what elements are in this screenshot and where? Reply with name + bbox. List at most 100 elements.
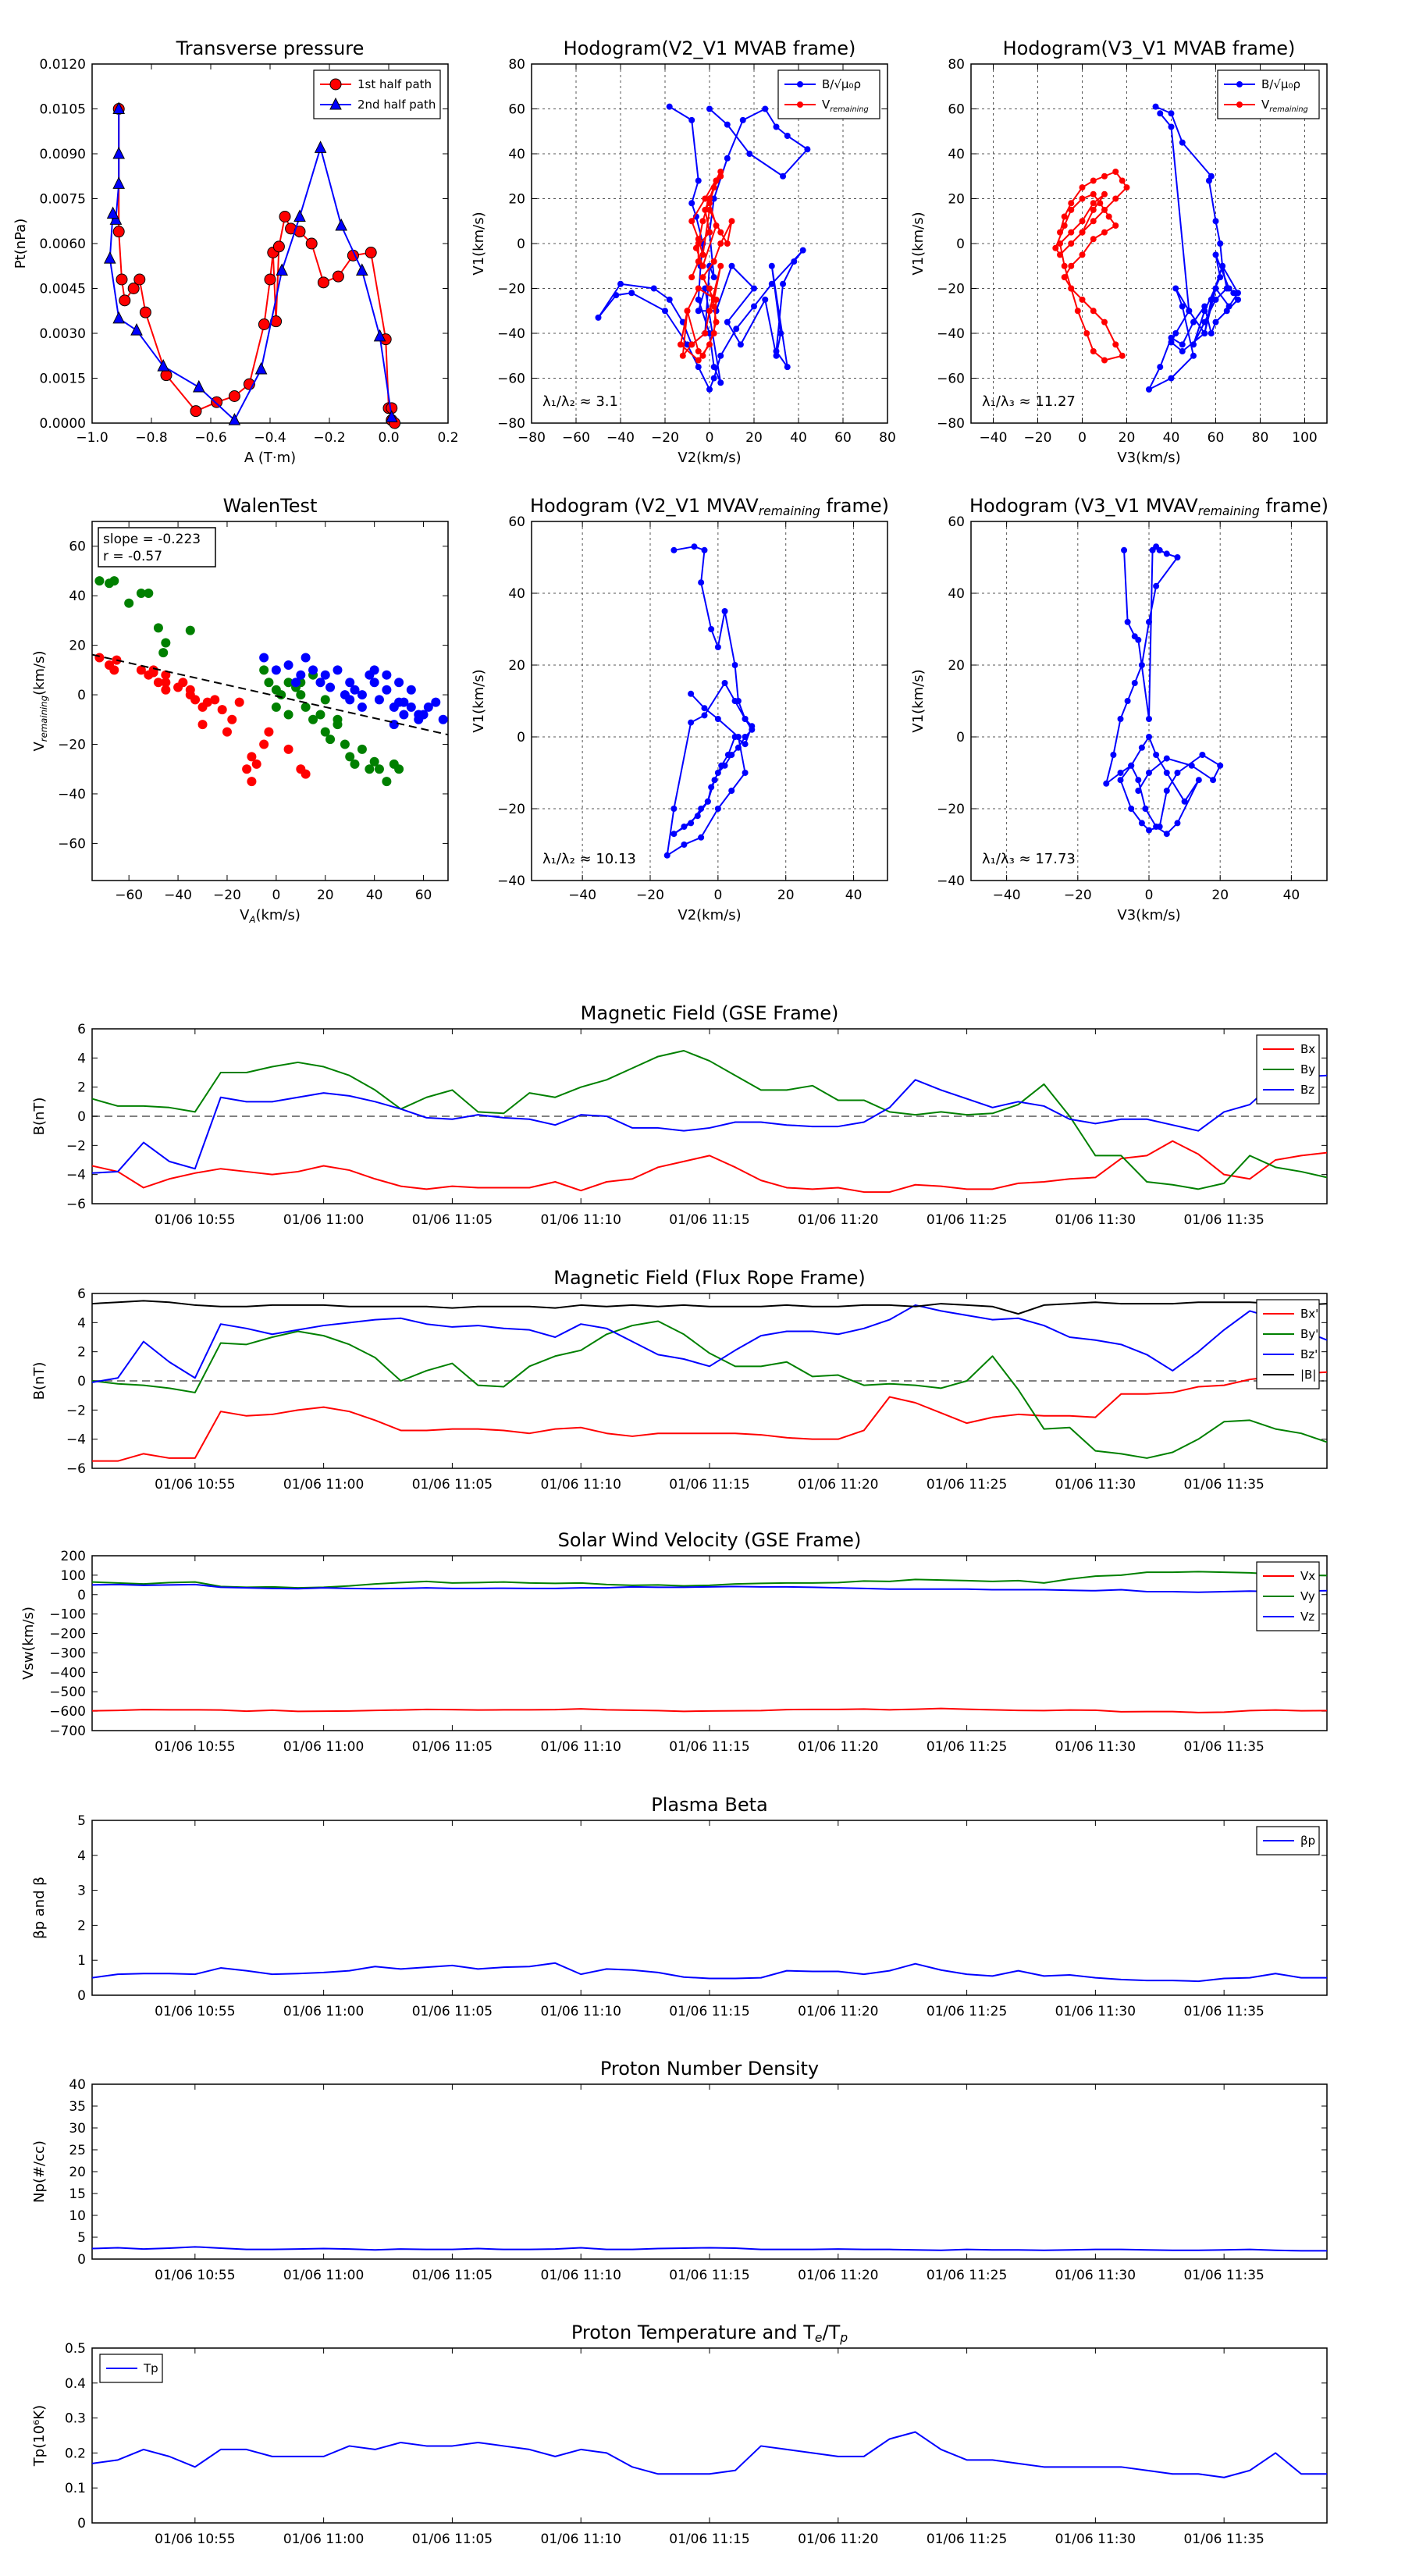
y-tick-label: 60 (69, 539, 86, 555)
x-axis-label: V2(km/s) (678, 450, 741, 466)
data-point (202, 697, 212, 707)
data-point (116, 273, 128, 286)
legend-label: 2nd half path (357, 98, 436, 112)
data-point (136, 589, 146, 598)
y-tick-label: 0.3 (65, 2411, 86, 2427)
data-point (1090, 200, 1097, 207)
data-point (1205, 177, 1212, 184)
data-point (414, 710, 424, 720)
x-tick-label: 0.2 (437, 430, 458, 446)
data-point (320, 695, 330, 705)
data-point (1112, 222, 1119, 229)
legend: Tp (99, 2354, 163, 2383)
y-axis-label: Np(#/cc) (31, 2140, 48, 2203)
data-point (438, 714, 448, 724)
x-tick-label: 20 (1211, 888, 1229, 903)
panel-title: Proton Temperature and Te/Tp (571, 2322, 848, 2345)
y-tick-label: 15 (69, 2186, 86, 2202)
y-tick-label: 80 (948, 57, 965, 73)
y-tick-label: 60 (948, 514, 965, 530)
data-point (211, 396, 223, 408)
x-tick-label: −40 (993, 888, 1021, 903)
legend-box (313, 69, 441, 119)
data-point (1131, 680, 1138, 686)
x-tick-label: 01/06 11:30 (1055, 1739, 1136, 1755)
y-tick-label: −6 (66, 1461, 86, 1477)
y-tick-label: 0.0000 (40, 416, 86, 432)
data-point (1190, 318, 1197, 326)
data-point (350, 685, 360, 695)
legend-label: By' (1300, 1327, 1318, 1341)
data-point (617, 280, 624, 287)
data-point (713, 177, 720, 184)
data-point (144, 589, 154, 598)
y-tick-label: 0 (517, 237, 525, 252)
data-point (1146, 386, 1152, 393)
data-point (1146, 770, 1152, 776)
data-point (710, 258, 717, 265)
data-point (713, 318, 720, 326)
data-point (314, 141, 327, 153)
data-point (161, 678, 171, 688)
x-tick-label: 01/06 11:30 (1055, 2004, 1136, 2019)
x-tick-label: 60 (415, 888, 432, 903)
data-point (272, 240, 285, 253)
data-point (293, 209, 306, 222)
data-point (1168, 339, 1175, 346)
data-point (365, 764, 375, 774)
data-point (333, 665, 343, 675)
legend: B/√μ₀ρ Vremaining (777, 69, 880, 119)
data-point (357, 744, 367, 754)
data-point (259, 653, 269, 663)
data-point (365, 247, 377, 258)
data-point (1079, 218, 1086, 225)
y-tick-label: 10 (69, 2208, 86, 2224)
axes-frame (91, 521, 449, 881)
panel-vel: Solar Wind Velocity (GSE Frame) −700 −600 −… (20, 1529, 1328, 1755)
legend: Bx' By' Bz' |B| (1256, 1299, 1320, 1389)
x-tick-label: 0 (272, 888, 280, 903)
legend-label: |B| (1300, 1368, 1316, 1382)
y-tick-label: −100 (49, 1607, 86, 1623)
slope-text: slope = -0.223 (103, 532, 201, 547)
data-point (1153, 582, 1160, 589)
x-tick-label: 01/06 11:30 (1055, 2268, 1136, 2283)
data-point (1061, 222, 1068, 229)
data-point (1068, 262, 1075, 269)
data-point (777, 330, 784, 336)
x-axis-label: V2(km/s) (678, 907, 741, 923)
series-line (91, 1300, 1328, 1315)
y-tick-label: −4 (66, 1432, 86, 1448)
x-tick-label: 40 (790, 430, 807, 446)
data-point (717, 173, 724, 180)
data-point (717, 240, 724, 247)
legend-label: B/√μ₀ρ (822, 77, 861, 91)
data-point (699, 218, 706, 225)
y-axis-label: Vsw(km/s) (20, 1606, 37, 1680)
data-point (1219, 262, 1226, 269)
y-tick-label: 0 (77, 1988, 86, 2004)
data-point (1138, 744, 1145, 751)
data-point (109, 212, 123, 225)
y-tick-label: −600 (49, 1704, 86, 1720)
data-point (210, 695, 220, 705)
data-point (1201, 330, 1208, 336)
data-point (1212, 318, 1219, 326)
data-point (724, 155, 731, 162)
y-tick-label: −40 (937, 326, 965, 342)
data-point (728, 262, 735, 269)
y-tick-label: 0.5 (65, 2341, 86, 2357)
data-point (227, 714, 237, 724)
data-point (153, 678, 163, 688)
y-tick-label: 0 (77, 688, 86, 703)
data-point (688, 690, 695, 697)
x-tick-label: 01/06 11:15 (669, 2004, 749, 2019)
x-tick-label: 01/06 11:15 (669, 1477, 749, 1493)
y-tick-label: −200 (49, 1627, 86, 1642)
data-point (308, 665, 318, 675)
data-point (325, 682, 336, 692)
data-point (1163, 831, 1170, 838)
y-tick-label: 0 (77, 1109, 86, 1125)
data-point (694, 813, 701, 820)
series-line (91, 1320, 1328, 1459)
